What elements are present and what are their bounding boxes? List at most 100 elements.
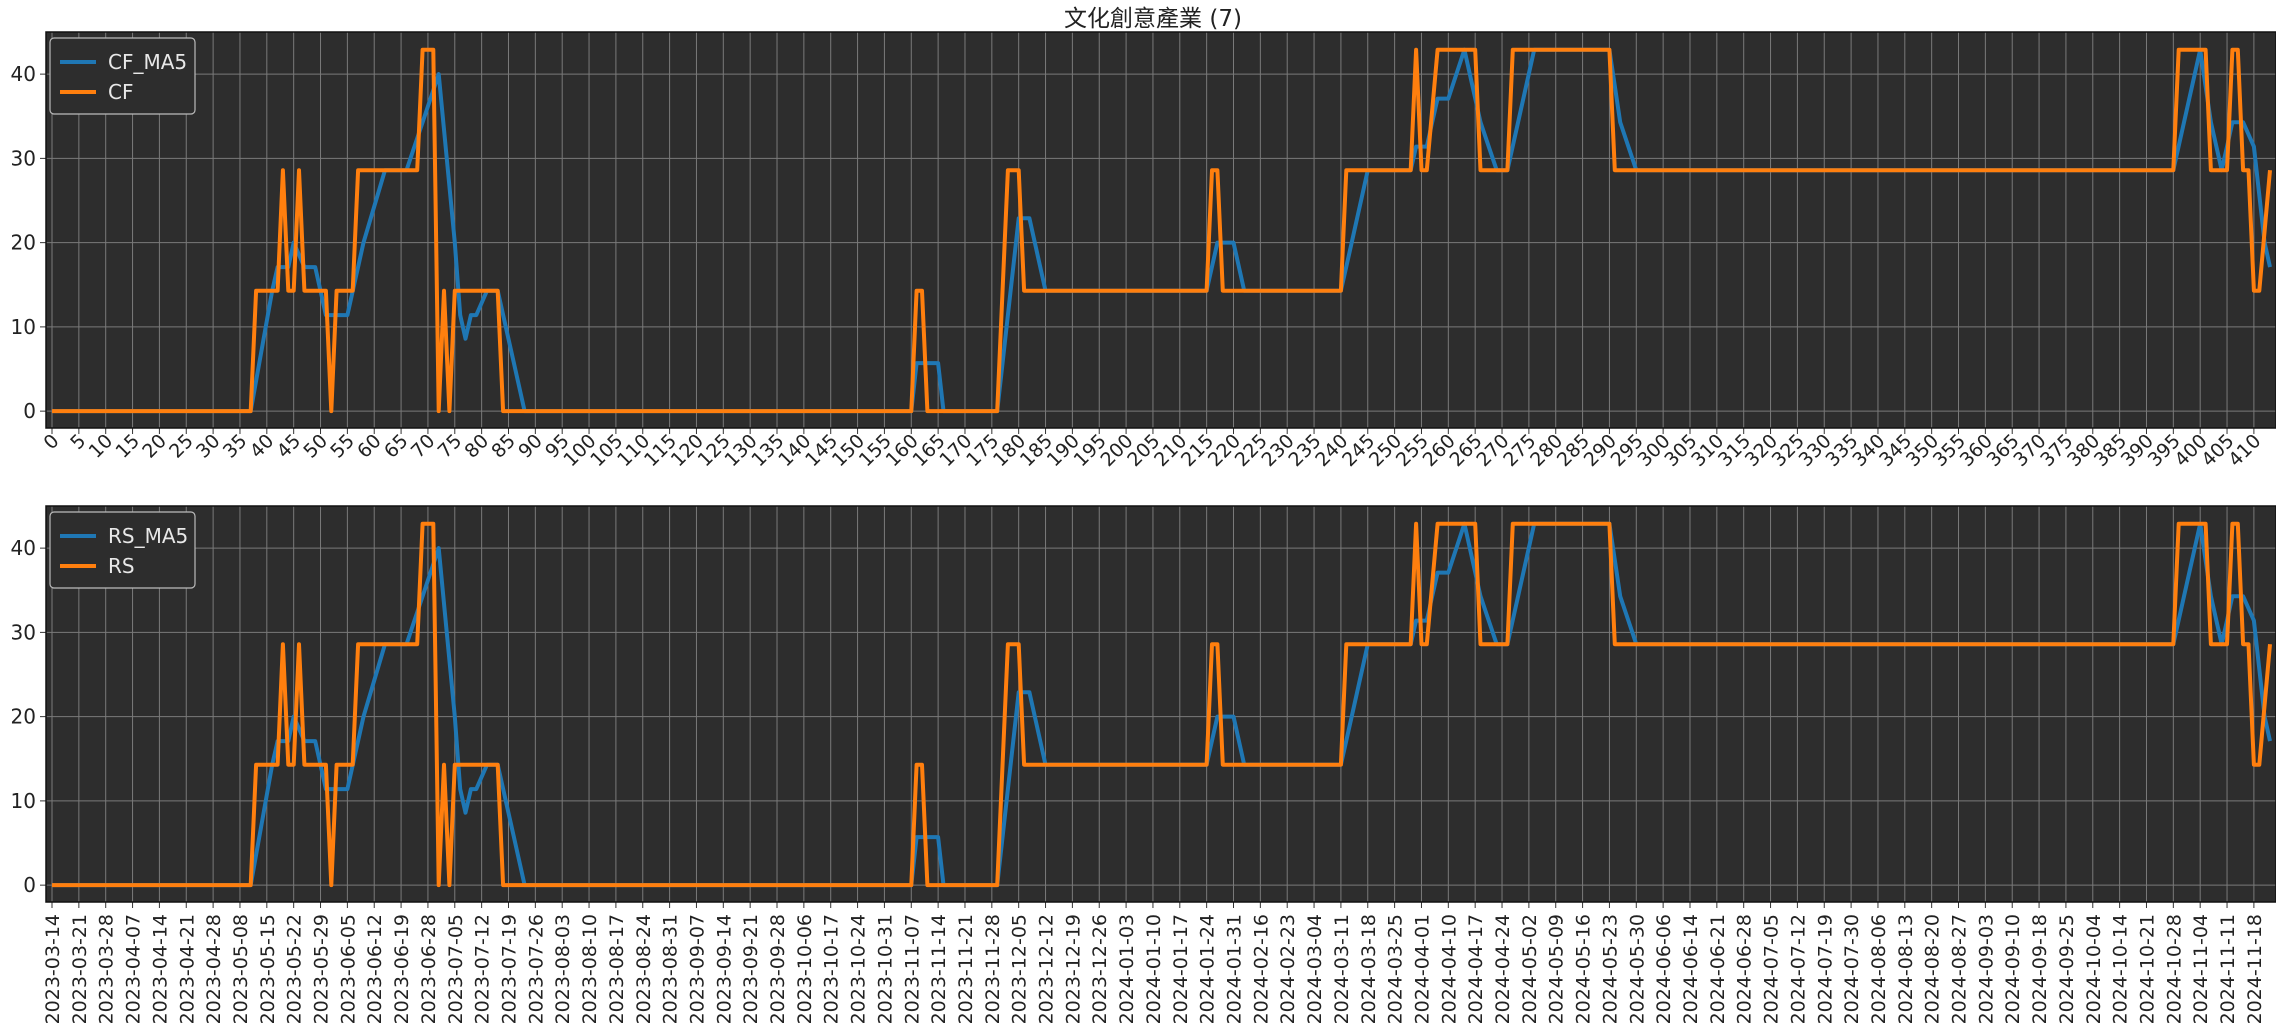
- x-tick-label: 2023-09-21: [740, 914, 762, 1024]
- x-tick-label: 2023-09-07: [686, 914, 708, 1024]
- plot-area-bottom: [46, 506, 2276, 902]
- x-tick-label: 2024-01-10: [1143, 914, 1165, 1024]
- y-tick-label: 0: [23, 399, 36, 423]
- x-tick-label: 2023-05-08: [230, 914, 252, 1024]
- x-tick-label: 2023-11-21: [955, 914, 977, 1024]
- x-tick-label: 2024-05-23: [1599, 914, 1621, 1024]
- x-tick-label: 2023-07-12: [472, 914, 494, 1024]
- x-tick-label: 2024-11-18: [2244, 914, 2266, 1024]
- x-tick-label: 2023-07-19: [498, 914, 520, 1024]
- y-tick-label: 10: [11, 315, 36, 339]
- x-tick-label: 2024-07-12: [1787, 914, 1809, 1024]
- y-tick-label: 30: [11, 146, 36, 170]
- x-tick-label: 2023-04-28: [203, 914, 225, 1024]
- plot-frame-top: [45, 31, 2276, 429]
- x-tick-label: 2023-08-24: [633, 914, 655, 1024]
- x-tick-label: 2024-03-18: [1358, 914, 1380, 1024]
- y-tick-label: 0: [23, 873, 36, 897]
- x-tick-label: 2023-03-14: [42, 914, 64, 1024]
- x-tick-label: 2023-07-05: [445, 914, 467, 1024]
- y-tick-label: 40: [11, 62, 36, 86]
- x-tick-label: 2024-07-19: [1814, 914, 1836, 1024]
- x-tick-label: 2024-03-04: [1304, 914, 1326, 1024]
- x-tick-label: 2024-09-18: [2029, 914, 2051, 1024]
- x-tick-label: 2024-03-11: [1331, 914, 1353, 1024]
- legend-label: CF_MA5: [108, 50, 187, 74]
- x-tick-label: 2024-03-25: [1385, 914, 1407, 1024]
- legend-box: [49, 37, 196, 115]
- x-tick-label: 2024-11-11: [2217, 914, 2239, 1024]
- x-tick-label: 2024-01-17: [1170, 914, 1192, 1024]
- x-tick-label: 2024-01-24: [1197, 914, 1219, 1024]
- x-tick-label: 2024-08-27: [1949, 914, 1971, 1024]
- y-tick-label: 10: [11, 789, 36, 813]
- x-tick-label: 2023-12-05: [1009, 914, 1031, 1024]
- x-tick-label: 2023-08-03: [552, 914, 574, 1024]
- x-tick-label: 2024-06-28: [1734, 914, 1756, 1024]
- x-tick-label: 2024-01-03: [1116, 914, 1138, 1024]
- x-tick-label: 2024-10-28: [2163, 914, 2185, 1024]
- x-tick-label: 2024-07-05: [1761, 914, 1783, 1024]
- x-tick-label: 2024-07-30: [1841, 914, 1863, 1024]
- y-tick-label: 30: [11, 620, 36, 644]
- x-tick-label: 2024-04-01: [1411, 914, 1433, 1024]
- x-tick-label: 2023-06-28: [418, 914, 440, 1024]
- x-tick-label: 2024-10-14: [2110, 914, 2132, 1024]
- chart-title: 文化創意產業 (7): [1064, 6, 1242, 32]
- x-tick-label: 2024-09-10: [2002, 914, 2024, 1024]
- x-tick-label: 2023-04-21: [176, 914, 198, 1024]
- top-panel: 0 510152025303540455055606570758085909510…: [11, 31, 2276, 471]
- y-tick-label: 20: [11, 705, 36, 729]
- x-tick-label: 2023-06-12: [364, 914, 386, 1024]
- legend-label: CF: [108, 80, 133, 104]
- x-tick-label: 2024-02-16: [1250, 914, 1272, 1024]
- x-tick-label: 2024-02-23: [1277, 914, 1299, 1024]
- x-tick-label: 2024-04-10: [1438, 914, 1460, 1024]
- x-tick-label: 2024-09-03: [1975, 914, 1997, 1024]
- x-tick-label: 2024-05-16: [1573, 914, 1595, 1024]
- x-tick-label: 2024-06-14: [1680, 914, 1702, 1024]
- x-tick-label: 2024-05-02: [1519, 914, 1541, 1024]
- x-tick-label: 2023-12-19: [1062, 914, 1084, 1024]
- x-tick-label: 2023-05-29: [311, 914, 333, 1024]
- x-tick-label: 2024-01-31: [1224, 914, 1246, 1024]
- x-tick-label: 2024-09-25: [2056, 914, 2078, 1024]
- y-tick-label: 40: [11, 536, 36, 560]
- x-tick-label: 2023-09-14: [713, 914, 735, 1024]
- x-tick-label: 2023-10-06: [794, 914, 816, 1024]
- x-tick-label: 2023-08-17: [606, 914, 628, 1024]
- plot-area-top: [46, 32, 2276, 428]
- y-tick-label: 20: [11, 231, 36, 255]
- x-tick-label: 2023-06-19: [391, 914, 413, 1024]
- x-tick-label: 2023-10-24: [848, 914, 870, 1024]
- x-tick-label: 2024-04-24: [1492, 914, 1514, 1024]
- legend-label: RS_MA5: [108, 524, 188, 548]
- plot-frame-bottom: [45, 505, 2276, 903]
- x-tick-label: 2023-08-31: [660, 914, 682, 1024]
- x-tick-label: 2023-11-07: [901, 914, 923, 1024]
- x-tick-label: 2023-12-12: [1036, 914, 1058, 1024]
- x-tick-label: 2023-10-31: [874, 914, 896, 1024]
- series-line-cf: [52, 47, 2272, 414]
- x-tick-label: 2024-06-21: [1707, 914, 1729, 1024]
- x-tick-label: 2023-08-10: [579, 914, 601, 1024]
- x-tick-label: 2024-10-04: [2083, 914, 2105, 1024]
- x-tick-label: 2024-11-04: [2190, 914, 2212, 1024]
- x-tick-label: 2024-06-06: [1653, 914, 1675, 1024]
- x-tick-label: 2024-05-30: [1626, 914, 1648, 1024]
- series-line-rs: [52, 521, 2272, 888]
- x-tick-label: 2023-09-28: [767, 914, 789, 1024]
- x-tick-label: 2023-03-21: [69, 914, 91, 1024]
- x-tick-label: 2024-08-06: [1868, 914, 1890, 1024]
- x-tick-label: 2023-04-14: [149, 914, 171, 1024]
- x-tick-label: 2023-06-05: [337, 914, 359, 1024]
- x-tick-label: 2024-08-20: [1922, 914, 1944, 1024]
- x-tick-label: 2024-04-17: [1465, 914, 1487, 1024]
- x-tick-label: 2023-11-14: [928, 914, 950, 1024]
- legend-label: RS: [108, 554, 135, 578]
- x-tick-label: 2023-05-22: [284, 914, 306, 1024]
- x-tick-label: 2024-10-21: [2136, 914, 2158, 1024]
- x-tick-label: 2023-11-28: [982, 914, 1004, 1024]
- x-tick-label: 2023-04-07: [123, 914, 145, 1024]
